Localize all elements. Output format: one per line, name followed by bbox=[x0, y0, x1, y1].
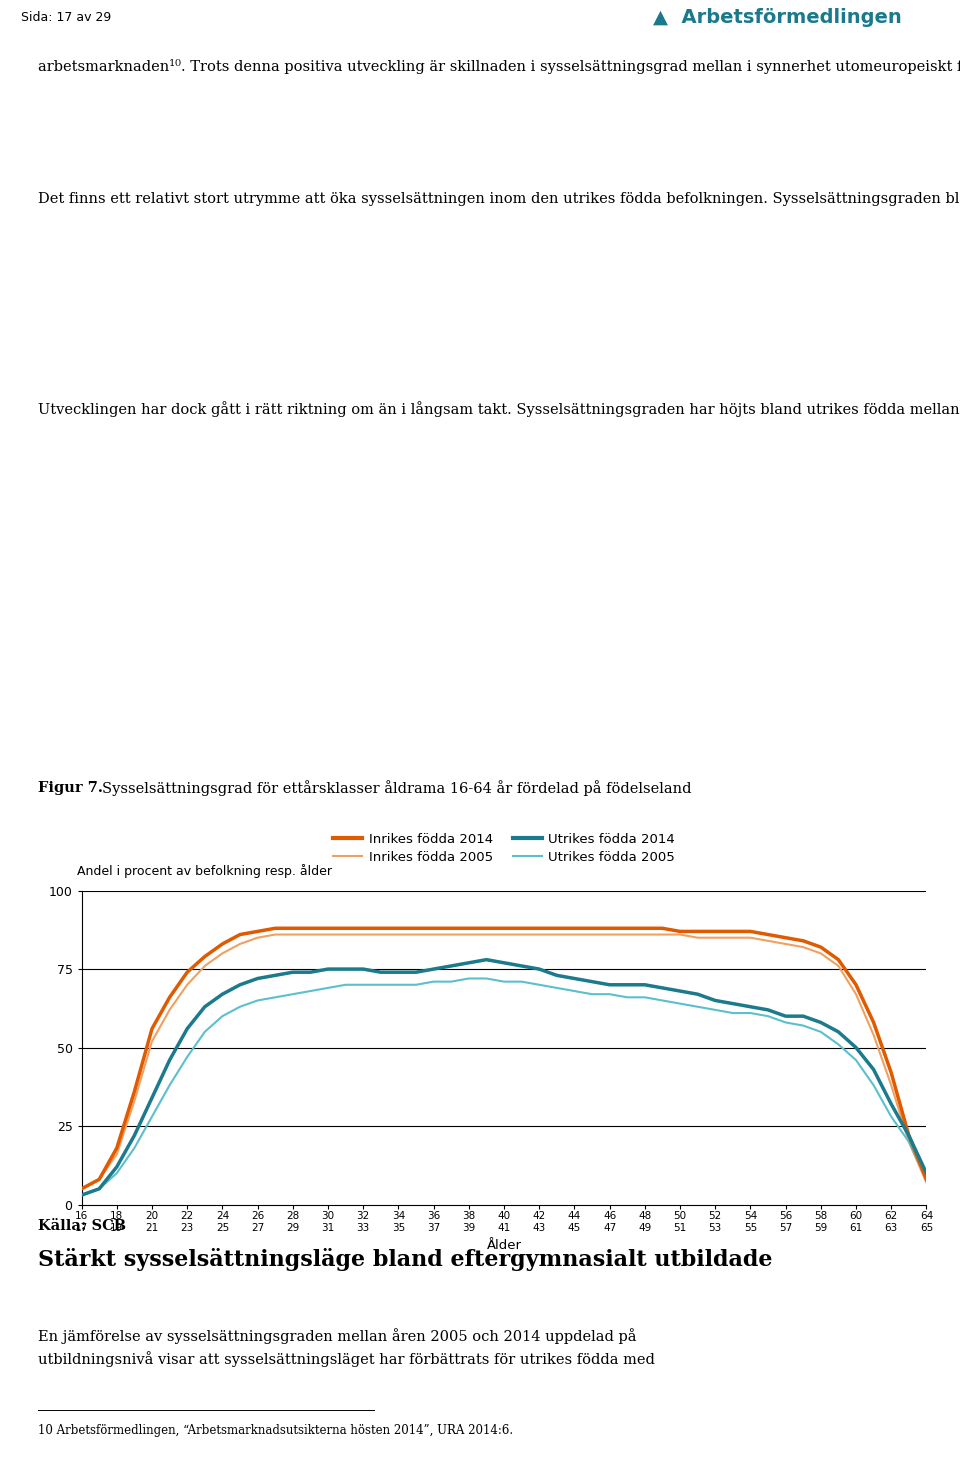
Text: 10 Arbetsförmedlingen, “Arbetsmarknadsutsikterna hösten 2014”, URA 2014:6.: 10 Arbetsförmedlingen, “Arbetsmarknadsut… bbox=[38, 1425, 514, 1437]
Text: Det finns ett relativt stort utrymme att öka sysselsättningen inom den utrikes f: Det finns ett relativt stort utrymme att… bbox=[38, 190, 960, 206]
Text: Sida: 17 av 29: Sida: 17 av 29 bbox=[21, 12, 111, 25]
Text: Andel i procent av befolkning resp. ålder: Andel i procent av befolkning resp. ålde… bbox=[78, 864, 332, 877]
Text: ▲  Arbetsförmedlingen: ▲ Arbetsförmedlingen bbox=[653, 9, 901, 28]
Text: Utvecklingen har dock gått i rätt riktning om än i långsam takt. Sysselsättnings: Utvecklingen har dock gått i rätt riktni… bbox=[38, 402, 960, 418]
Text: arbetsmarknaden¹⁰. Trots denna positiva utveckling är skillnaden i sysselsättnin: arbetsmarknaden¹⁰. Trots denna positiva … bbox=[38, 58, 960, 74]
Text: Figur 7.: Figur 7. bbox=[38, 781, 104, 796]
Legend: Inrikes födda 2014, Inrikes födda 2005, Utrikes födda 2014, Utrikes födda 2005: Inrikes födda 2014, Inrikes födda 2005, … bbox=[327, 828, 681, 869]
X-axis label: Ålder: Ålder bbox=[487, 1238, 521, 1251]
Text: En jämförelse av sysselsättningsgraden mellan åren 2005 och 2014 uppdelad på
utb: En jämförelse av sysselsättningsgraden m… bbox=[38, 1329, 656, 1368]
Text: Källa: SCB: Källa: SCB bbox=[38, 1219, 127, 1234]
Text: Stärkt sysselsättningsläge bland eftergymnasialt utbildade: Stärkt sysselsättningsläge bland eftergy… bbox=[38, 1248, 773, 1272]
Text: Sysselsättningsgrad för ettårsklasser åldrama 16-64 år fördelad på födelseland: Sysselsättningsgrad för ettårsklasser ål… bbox=[102, 781, 691, 796]
